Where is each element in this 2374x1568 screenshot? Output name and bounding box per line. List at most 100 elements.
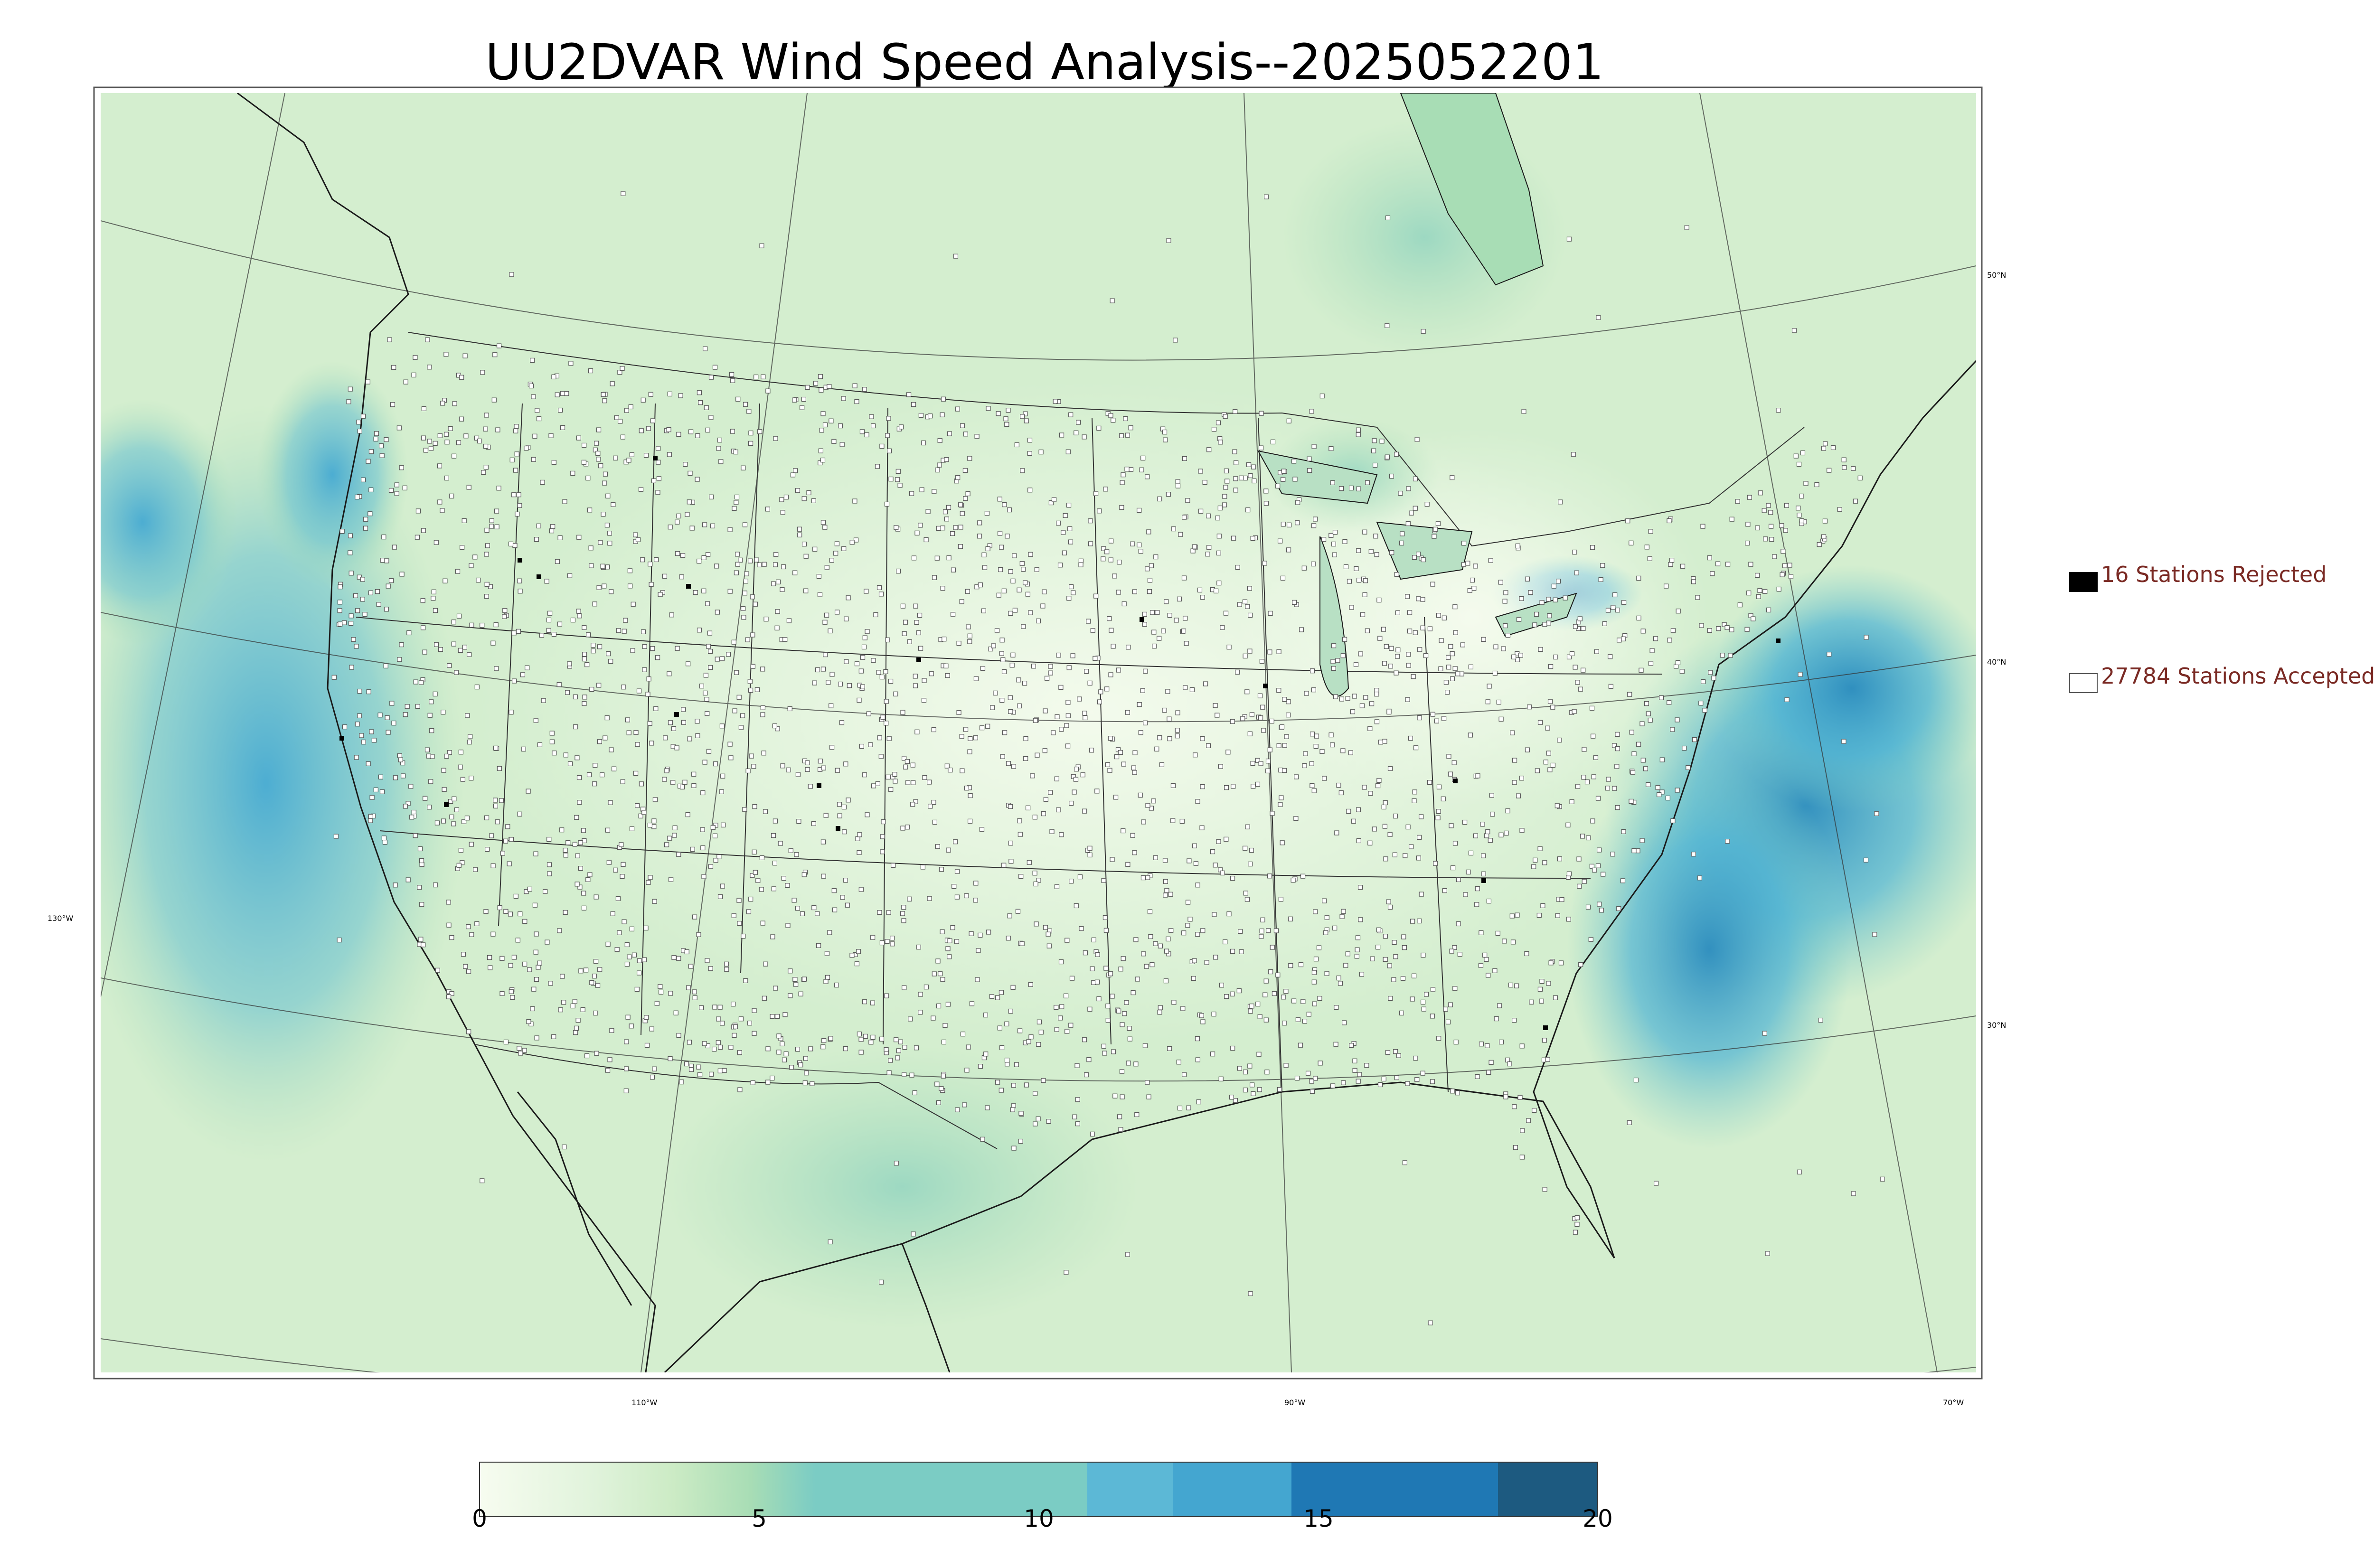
station-marker: [1710, 571, 1715, 576]
station-marker: [819, 387, 824, 393]
station-marker: [421, 406, 427, 412]
station-marker: [499, 956, 505, 961]
station-marker: [1581, 626, 1586, 631]
station-marker: [446, 922, 452, 928]
station-marker: [1154, 746, 1159, 751]
station-marker: [572, 842, 578, 847]
station-marker: [1168, 928, 1174, 933]
station-marker: [1575, 680, 1580, 685]
station-marker: [1763, 536, 1768, 542]
station-marker: [1263, 488, 1269, 494]
station-marker: [1273, 928, 1279, 933]
station-marker: [1008, 695, 1013, 700]
station-marker: [1108, 735, 1113, 741]
station-marker: [1148, 934, 1153, 939]
station-marker: [1375, 944, 1381, 950]
station-marker: [1602, 621, 1607, 627]
station-marker: [688, 470, 693, 476]
station-marker: [1307, 456, 1312, 461]
station-marker: [1405, 824, 1411, 830]
station-marker: [581, 460, 587, 465]
station-marker: [944, 763, 950, 769]
station-marker: [1748, 562, 1753, 567]
station-marker: [999, 990, 1004, 995]
station-marker: [1101, 546, 1106, 551]
station-marker: [496, 343, 502, 348]
station-marker: [1421, 557, 1426, 563]
station-marker: [1280, 575, 1286, 581]
station-marker: [1471, 586, 1477, 591]
coastlines: [237, 93, 1976, 1372]
station-marker: [1068, 539, 1074, 545]
station-marker: [1104, 549, 1110, 554]
station-marker: [1166, 491, 1171, 497]
station-marker: [1267, 649, 1272, 655]
station-marker: [843, 1046, 848, 1052]
station-marker: [772, 562, 778, 567]
station-marker: [1368, 791, 1373, 796]
station-marker: [1118, 750, 1123, 755]
station-marker: [585, 475, 591, 481]
station-marker: [1097, 699, 1102, 704]
station-marker: [1108, 672, 1113, 677]
station-marker: [626, 458, 631, 463]
station-marker: [687, 736, 692, 742]
station-marker: [962, 1102, 967, 1108]
station-marker: [1027, 860, 1032, 865]
station-marker: [1231, 535, 1236, 541]
station-marker: [803, 588, 809, 593]
station-marker: [858, 1050, 864, 1055]
station-marker: [1680, 563, 1686, 569]
station-marker: [780, 1041, 785, 1046]
station-marker: [1110, 298, 1115, 303]
station-marker: [679, 784, 685, 789]
station-marker: [533, 718, 538, 723]
station-marker: [1818, 1017, 1823, 1023]
station-marker: [729, 372, 735, 377]
station-marker: [941, 1073, 946, 1079]
station-marker: [582, 625, 587, 630]
station-marker: [428, 446, 434, 451]
station-marker: [578, 865, 584, 871]
station-marker: [1546, 597, 1551, 602]
station-marker: [421, 942, 426, 948]
station-marker: [1309, 783, 1315, 789]
station-marker: [1219, 983, 1224, 988]
station-marker: [1612, 786, 1617, 791]
station-marker: [1314, 733, 1319, 739]
station-marker: [1341, 1080, 1346, 1085]
station-marker: [1128, 425, 1133, 431]
station-marker: [1648, 529, 1653, 534]
station-marker: [568, 361, 574, 366]
station-marker: [1351, 818, 1356, 824]
station-marker: [907, 639, 912, 645]
station-marker: [985, 546, 990, 552]
station-marker: [1455, 1090, 1460, 1096]
station-marker: [1046, 943, 1052, 948]
station-marker: [1385, 215, 1391, 220]
station-marker: [1312, 1001, 1317, 1006]
station-marker: [355, 494, 360, 500]
station-marker: [573, 724, 578, 730]
colorbar: [479, 1462, 1598, 1517]
lon-label-70w: 70°W: [1943, 1398, 1964, 1407]
station-marker: [1439, 638, 1444, 643]
station-marker: [1821, 446, 1827, 451]
station-marker: [1180, 1006, 1186, 1011]
station-marker: [484, 846, 490, 852]
station-marker: [648, 562, 653, 567]
station-marker: [1573, 1230, 1578, 1235]
station-marker: [663, 735, 668, 741]
station-marker: [709, 1071, 714, 1077]
station-marker: [774, 625, 780, 630]
station-marker: [1042, 589, 1047, 594]
rejected-station-marker: [686, 584, 691, 589]
station-marker: [502, 614, 507, 619]
station-marker: [1512, 1018, 1517, 1023]
station-marker: [1331, 541, 1336, 547]
station-marker: [701, 588, 707, 593]
station-marker: [999, 545, 1004, 550]
station-marker: [643, 452, 649, 458]
station-marker: [1510, 730, 1515, 735]
station-marker: [1206, 545, 1212, 550]
